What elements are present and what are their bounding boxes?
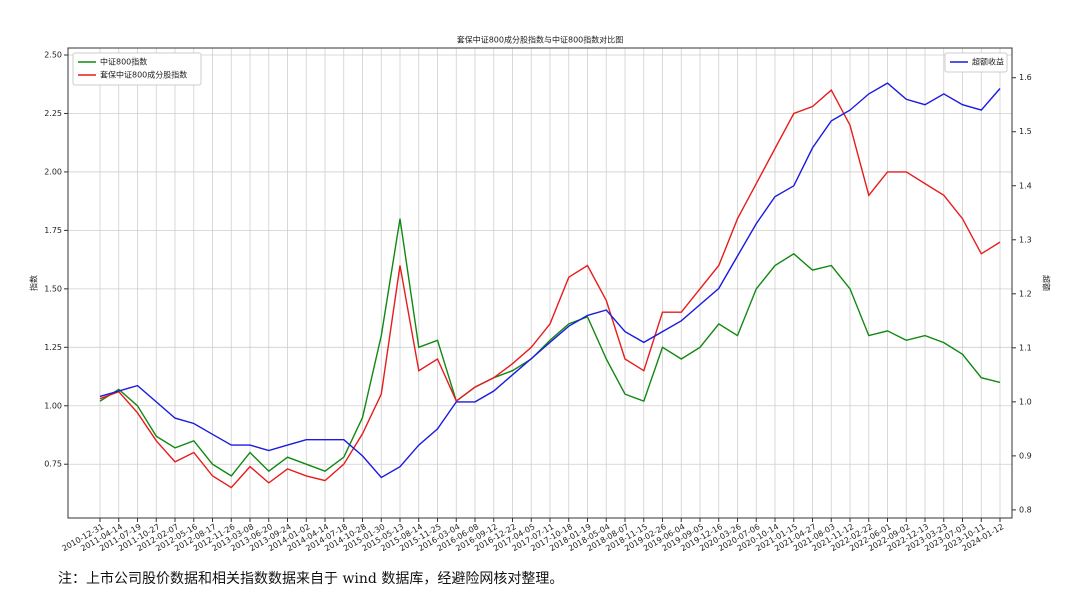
y2-tick-label: 1.3 [1019, 235, 1032, 244]
plot-frame [67, 47, 1013, 519]
legend-label: 套保中证800成分股指数 [100, 70, 187, 80]
y2-tick-label: 1.2 [1019, 289, 1032, 298]
y-tick-label: 1.50 [44, 284, 62, 293]
line-series [99, 218, 1001, 477]
legend-box [72, 52, 202, 86]
y-tick-label: 1.75 [44, 226, 62, 235]
y-tick-label: 2.00 [44, 167, 62, 176]
legend-label: 超额收益 [972, 57, 1004, 67]
chart-title: 套保中证800成分股指数与中证800指数对比图 [457, 35, 624, 45]
legend-box [944, 52, 1008, 73]
y2-tick-label: 1.5 [1019, 127, 1032, 136]
y-tick-label: 0.75 [44, 460, 62, 469]
y2-axis-label: 超额 [1042, 275, 1052, 291]
y-tick-label: 1.25 [44, 343, 62, 352]
footnote: 注：上市公司股价数据和相关指数数据来自于 wind 数据库，经避险网核对整理。 [58, 570, 563, 587]
y-tick-label: 2.25 [44, 109, 62, 118]
y-tick-label: 2.50 [44, 51, 62, 60]
y2-tick-label: 1.4 [1019, 181, 1032, 190]
legend-label: 中证800指数 [100, 57, 147, 67]
line-series [99, 82, 1001, 479]
line-series [99, 88, 1001, 489]
y2-tick-label: 0.9 [1019, 451, 1032, 460]
y2-tick-label: 0.8 [1019, 505, 1032, 514]
y2-tick-label: 1.1 [1019, 343, 1032, 352]
y2-tick-label: 1.6 [1019, 73, 1032, 82]
y-tick-label: 1.00 [44, 401, 62, 410]
y-axis-label: 指数 [29, 275, 39, 291]
y2-tick-label: 1.0 [1019, 397, 1032, 406]
